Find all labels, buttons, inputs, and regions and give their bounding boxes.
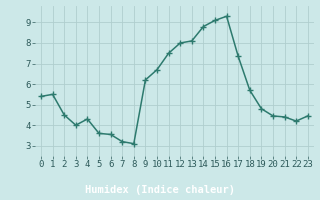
Text: Humidex (Indice chaleur): Humidex (Indice chaleur) bbox=[85, 185, 235, 195]
